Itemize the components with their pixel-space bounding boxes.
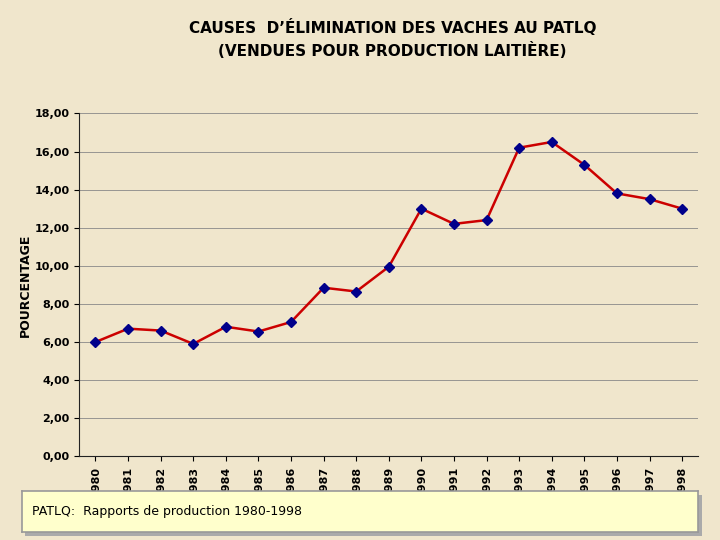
Y-axis label: POURCENTAGE: POURCENTAGE — [19, 233, 32, 336]
Text: PATLQ:  Rapports de production 1980-1998: PATLQ: Rapports de production 1980-1998 — [32, 505, 302, 518]
Text: CAUSES  D’ÉLIMINATION DES VACHES AU PATLQ
(VENDUES POUR PRODUCTION LAITIÈRE): CAUSES D’ÉLIMINATION DES VACHES AU PATLQ… — [189, 19, 596, 58]
X-axis label: ANNÉES: ANNÉES — [357, 500, 420, 514]
